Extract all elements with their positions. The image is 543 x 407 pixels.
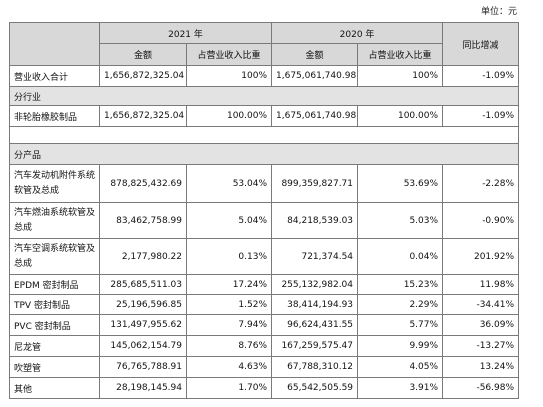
row-label: 非轮胎橡胶制品 xyxy=(9,105,100,127)
row-ratio-2021: 7.94% xyxy=(185,314,273,336)
unit-label: 单位：元 xyxy=(480,7,517,17)
row-amount-2021: 878,825,432.69 xyxy=(99,164,187,203)
industry-section-row: 分行业 xyxy=(8,86,520,106)
header-ratio-2021: 占营业收入比重 xyxy=(185,43,273,66)
row-ratio-2020: 9.99% xyxy=(357,335,444,357)
header-ratio-2020: 占营业收入比重 xyxy=(357,43,444,66)
table-row: TPV 密封制品 25,196,596.85 1.52% 38,414,194.… xyxy=(9,294,520,315)
row-amount-2021: 131,497,955.62 xyxy=(99,314,187,336)
total-amount-2020: 1,675,061,740.98 xyxy=(271,65,359,87)
row-ratio-2021: 17.24% xyxy=(185,274,273,295)
row-amount-2021: 285,685,511.03 xyxy=(99,274,187,295)
row-label: PVC 密封制品 xyxy=(9,314,100,336)
row-amount-2020: 38,414,194.93 xyxy=(271,294,359,315)
header-amount-2020: 金额 xyxy=(271,43,359,66)
row-amount-2020: 899,359,827.71 xyxy=(271,164,359,203)
total-yoy: -1.09% xyxy=(442,65,520,87)
row-ratio-2020: 3.91% xyxy=(357,377,444,399)
revenue-table: 2021 年 2020 年 同比增减 金额 占营业收入比重 金额 占营业收入比重… xyxy=(8,22,520,399)
row-yoy: 13.24% xyxy=(442,356,520,378)
table-row: 尼龙管 145,062,154.79 8.76% 167,259,575.47 … xyxy=(9,335,520,357)
product-section-title: 分产品 xyxy=(8,143,520,165)
row-yoy: -1.09% xyxy=(442,105,520,127)
table-row: EPDM 密封制品 285,685,511.03 17.24% 255,132,… xyxy=(9,274,520,295)
row-label: TPV 密封制品 xyxy=(9,294,100,315)
row-ratio-2021: 0.13% xyxy=(185,238,273,275)
row-yoy: 201.92% xyxy=(442,238,520,275)
row-ratio-2021: 8.76% xyxy=(185,335,273,357)
row-label: EPDM 密封制品 xyxy=(9,274,100,295)
row-label: 尼龙管 xyxy=(9,335,100,357)
row-amount-2020: 96,624,431.55 xyxy=(271,314,359,336)
table-row: 汽车发动机附件系统软管及总成 878,825,432.69 53.04% 899… xyxy=(9,164,520,203)
product-section-row: 分产品 xyxy=(8,143,520,165)
row-amount-2020: 67,788,310.12 xyxy=(271,356,359,378)
row-amount-2021: 25,196,596.85 xyxy=(99,294,187,315)
total-ratio-2021: 100% xyxy=(185,65,273,87)
row-ratio-2021: 4.63% xyxy=(185,356,273,378)
row-yoy: -56.98% xyxy=(442,377,520,399)
header-blank-cell xyxy=(9,22,100,66)
row-ratio-2020: 5.77% xyxy=(357,314,444,336)
total-amount-2021: 1,656,872,325.04 xyxy=(99,65,187,87)
row-amount-2021: 2,177,980.22 xyxy=(99,238,187,275)
row-amount-2020: 65,542,505.59 xyxy=(271,377,359,399)
row-label: 汽车发动机附件系统软管及总成 xyxy=(9,164,100,203)
header-amount-2021: 金额 xyxy=(99,43,187,66)
header-yoy: 同比增减 xyxy=(442,22,520,66)
row-amount-2021: 1,656,872,325.04 xyxy=(99,105,187,127)
row-yoy: 11.98% xyxy=(442,274,520,295)
header-row-years: 2021 年 2020 年 同比增减 xyxy=(9,22,520,66)
row-label: 其他 xyxy=(9,377,100,399)
total-ratio-2020: 100% xyxy=(357,65,444,87)
table-row: 汽车空调系统软管及总成 2,177,980.22 0.13% 721,374.5… xyxy=(9,238,520,275)
spacer-cell xyxy=(8,126,520,144)
spacer-row xyxy=(8,126,520,144)
row-ratio-2021: 5.04% xyxy=(185,202,273,239)
row-amount-2021: 145,062,154.79 xyxy=(99,335,187,357)
row-ratio-2021: 1.70% xyxy=(185,377,273,399)
row-amount-2020: 167,259,575.47 xyxy=(271,335,359,357)
row-ratio-2020: 2.29% xyxy=(357,294,444,315)
total-label: 营业收入合计 xyxy=(9,65,100,87)
table-row: 吹塑管 76,765,788.91 4.63% 67,788,310.12 4.… xyxy=(9,356,520,378)
row-ratio-2020: 53.69% xyxy=(357,164,444,203)
row-label: 吹塑管 xyxy=(9,356,100,378)
row-label: 汽车燃油系统软管及总成 xyxy=(9,202,100,239)
header-year-2020: 2020 年 xyxy=(271,22,444,44)
row-amount-2020: 721,374.54 xyxy=(271,238,359,275)
row-ratio-2021: 1.52% xyxy=(185,294,273,315)
row-amount-2020: 84,218,539.03 xyxy=(271,202,359,239)
row-amount-2020: 255,132,982.04 xyxy=(271,274,359,295)
row-amount-2021: 28,198,145.94 xyxy=(99,377,187,399)
total-row: 营业收入合计 1,656,872,325.04 100% 1,675,061,7… xyxy=(9,65,520,87)
row-yoy: -0.90% xyxy=(442,202,520,239)
row-yoy: 36.09% xyxy=(442,314,520,336)
table-row: PVC 密封制品 131,497,955.62 7.94% 96,624,431… xyxy=(9,314,520,336)
row-yoy: -13.27% xyxy=(442,335,520,357)
industry-section-title: 分行业 xyxy=(8,86,520,106)
row-amount-2020: 1,675,061,740.98 xyxy=(271,105,359,127)
row-amount-2021: 76,765,788.91 xyxy=(99,356,187,378)
row-amount-2021: 83,462,758.99 xyxy=(99,202,187,239)
row-ratio-2020: 0.04% xyxy=(357,238,444,275)
row-ratio-2020: 5.03% xyxy=(357,202,444,239)
table-row: 汽车燃油系统软管及总成 83,462,758.99 5.04% 84,218,5… xyxy=(9,202,520,239)
row-ratio-2021: 53.04% xyxy=(185,164,273,203)
row-yoy: -2.28% xyxy=(442,164,520,203)
row-label: 汽车空调系统软管及总成 xyxy=(9,238,100,275)
row-ratio-2020: 4.05% xyxy=(357,356,444,378)
row-ratio-2020: 15.23% xyxy=(357,274,444,295)
table-row: 非轮胎橡胶制品 1,656,872,325.04 100.00% 1,675,0… xyxy=(9,105,520,127)
header-year-2021: 2021 年 xyxy=(98,22,273,44)
table-row: 其他 28,198,145.94 1.70% 65,542,505.59 3.9… xyxy=(9,377,520,399)
row-yoy: -34.41% xyxy=(442,294,520,315)
row-ratio-2020: 100.00% xyxy=(357,105,444,127)
row-ratio-2021: 100.00% xyxy=(185,105,273,127)
